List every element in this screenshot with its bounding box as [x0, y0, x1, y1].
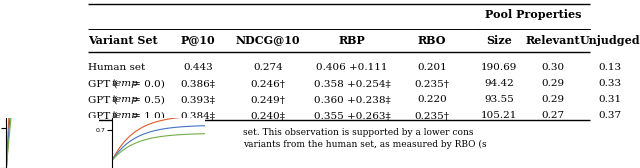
Text: 0.201: 0.201	[417, 64, 447, 73]
Text: 0.30: 0.30	[541, 64, 564, 73]
Text: 0.274: 0.274	[253, 64, 283, 73]
Text: temp: temp	[111, 112, 138, 120]
Text: RBP: RBP	[339, 34, 365, 46]
Text: 0.27: 0.27	[541, 112, 564, 120]
Text: 0.31: 0.31	[598, 95, 621, 104]
Text: 0.29: 0.29	[541, 79, 564, 89]
Text: 0.249†: 0.249†	[250, 95, 285, 104]
Text: GPT (: GPT (	[88, 95, 118, 104]
Text: 0.235†: 0.235†	[415, 79, 449, 89]
Text: 105.21: 105.21	[481, 112, 517, 120]
Text: RBO: RBO	[418, 34, 446, 46]
Text: = 1.0): = 1.0)	[129, 112, 165, 120]
Text: temp: temp	[111, 95, 138, 104]
Text: 0.386‡: 0.386‡	[180, 79, 216, 89]
Text: Size: Size	[486, 34, 512, 46]
Text: GPT (: GPT (	[88, 112, 118, 120]
Text: Human set: Human set	[88, 64, 145, 73]
Text: Variant Set: Variant Set	[88, 34, 157, 46]
Text: 0.235†: 0.235†	[415, 112, 449, 120]
Text: 94.42: 94.42	[484, 79, 514, 89]
Text: 0.29: 0.29	[541, 95, 564, 104]
Text: 93.55: 93.55	[484, 95, 514, 104]
Text: Relevant: Relevant	[525, 34, 580, 46]
Text: 0.355 +0.263‡: 0.355 +0.263‡	[314, 112, 390, 120]
Text: set. This observation is supported by a lower cons
variants from the human set, : set. This observation is supported by a …	[243, 128, 487, 149]
Text: GPT (: GPT (	[88, 79, 118, 89]
Text: 0.246†: 0.246†	[250, 79, 285, 89]
Text: 0.360 +0.238‡: 0.360 +0.238‡	[314, 95, 390, 104]
Text: 0.13: 0.13	[598, 64, 621, 73]
Text: temp: temp	[111, 79, 138, 89]
Text: 0.220: 0.220	[417, 95, 447, 104]
Text: 0.240‡: 0.240‡	[250, 112, 285, 120]
Text: 0.406 +0.111: 0.406 +0.111	[316, 64, 388, 73]
Text: 0.358 +0.254‡: 0.358 +0.254‡	[314, 79, 390, 89]
Text: 0.384‡: 0.384‡	[180, 112, 216, 120]
Text: P@10: P@10	[180, 34, 215, 46]
Text: 0.443: 0.443	[183, 64, 213, 73]
Text: Unjudged: Unjudged	[580, 34, 640, 46]
Text: = 0.0): = 0.0)	[129, 79, 165, 89]
Text: = 0.5): = 0.5)	[129, 95, 165, 104]
Text: NDCG@10: NDCG@10	[236, 34, 300, 46]
Text: 190.69: 190.69	[481, 64, 517, 73]
Text: 0.37: 0.37	[598, 112, 621, 120]
Text: 0.393‡: 0.393‡	[180, 95, 216, 104]
Text: 0.33: 0.33	[598, 79, 621, 89]
Text: Pool Properties: Pool Properties	[485, 10, 582, 20]
